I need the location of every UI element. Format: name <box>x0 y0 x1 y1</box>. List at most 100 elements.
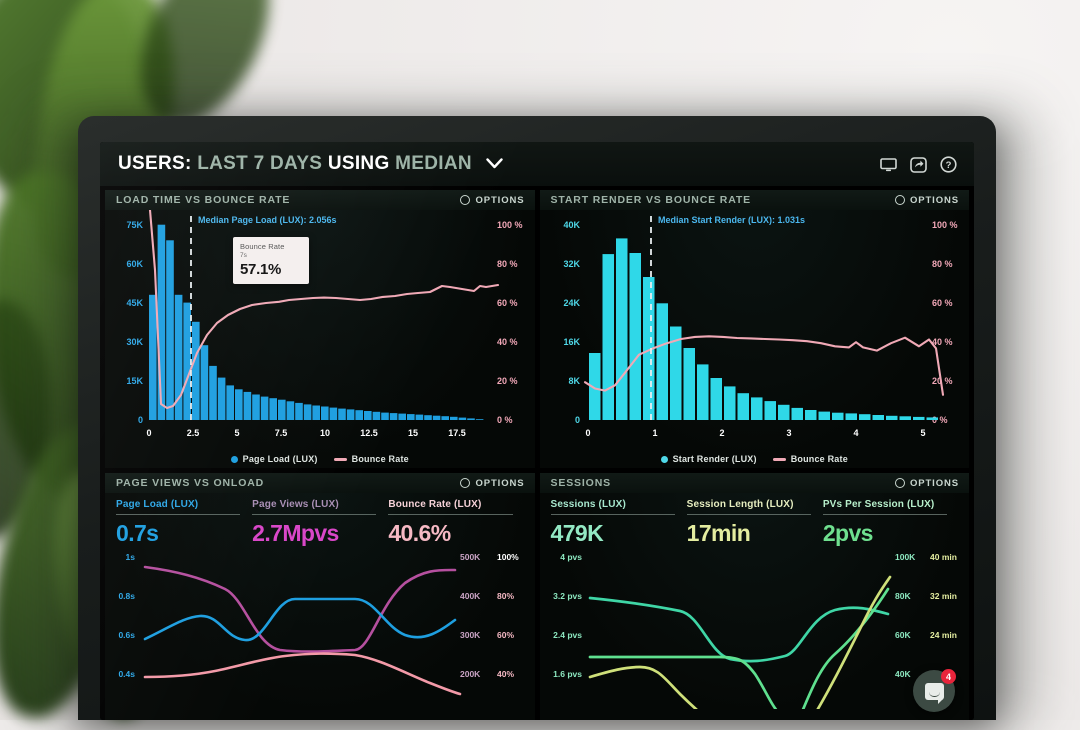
metric-rule <box>822 514 948 515</box>
metric-bounce-rate[interactable]: Bounce Rate (LUX) 40.6% <box>388 499 524 547</box>
y-axis-right-length: 40 min 32 min 24 min <box>930 552 957 640</box>
svg-text:5: 5 <box>234 428 239 438</box>
svg-text:1: 1 <box>652 428 657 438</box>
page-title-using: USING <box>327 153 390 174</box>
y-axis-left: 4 pvs 3.2 pvs 2.4 pvs 1.6 pvs <box>553 552 582 679</box>
svg-text:0 %: 0 % <box>932 415 948 425</box>
metric-page-views[interactable]: Page Views (LUX) 2.7Mpvs <box>252 499 388 547</box>
metric-value: 2pvs <box>822 520 874 546</box>
chat-badge: 4 <box>941 669 956 684</box>
y-axis-right-sessions: 100K 80K 60K 40K <box>895 552 916 679</box>
monitor-icon[interactable] <box>879 155 898 174</box>
line-sessions <box>588 596 889 663</box>
panel-title: PAGE VIEWS VS ONLOAD <box>116 477 265 489</box>
panel-grid: LOAD TIME VS BOUNCE RATE OPTIONS 75K 60K… <box>100 186 974 720</box>
chart-legend: Page Load (LUX) Bounce Rate <box>105 454 535 464</box>
chevron-down-icon[interactable] <box>486 158 504 169</box>
options-label: OPTIONS <box>475 194 525 206</box>
metric-value: 17min <box>686 520 751 546</box>
line-session-length <box>588 575 891 709</box>
y-axis-left: 40K 32K 24K 16K 8K 0 <box>563 220 580 425</box>
laptop-device: USERS: LAST 7 DAYS USING MEDIAN <box>78 116 996 720</box>
metric-session-length[interactable]: Session Length (LUX) 17min <box>686 499 823 547</box>
svg-text:15: 15 <box>408 428 418 438</box>
metric-rule <box>550 514 675 515</box>
metric-page-load[interactable]: Page Load (LUX) 0.7s <box>116 499 252 547</box>
svg-text:20 %: 20 % <box>497 376 518 386</box>
options-button[interactable]: OPTIONS <box>460 195 524 206</box>
svg-text:24K: 24K <box>563 298 580 308</box>
svg-text:60 %: 60 % <box>932 298 953 308</box>
svg-text:500K: 500K <box>460 552 481 562</box>
legend-item-bounce-rate[interactable]: Bounce Rate <box>333 454 409 464</box>
svg-text:5: 5 <box>920 428 925 438</box>
line-pvs-per-session <box>588 587 889 709</box>
svg-text:300K: 300K <box>460 630 481 640</box>
svg-text:40 min: 40 min <box>930 552 957 562</box>
svg-text:3.2 pvs: 3.2 pvs <box>553 591 582 601</box>
svg-text:20 %: 20 % <box>932 376 953 386</box>
svg-text:0.6s: 0.6s <box>118 630 135 640</box>
chart-page-views-onload: 1s 0.8s 0.6s 0.4s 500K 400K 300K 200K <box>105 549 535 720</box>
tooltip-title: Bounce Rate <box>240 242 285 251</box>
legend-line-icon <box>772 458 786 461</box>
svg-text:75K: 75K <box>126 220 143 230</box>
legend-item-page-load[interactable]: Page Load (LUX) <box>230 454 318 464</box>
legend-item-start-render[interactable]: Start Render (LUX) <box>660 454 757 464</box>
options-button[interactable]: OPTIONS <box>894 195 959 206</box>
gear-icon <box>460 478 471 488</box>
svg-text:80 %: 80 % <box>932 259 953 269</box>
line-bounce-rate <box>583 335 944 396</box>
metric-label: Session Length (LUX) <box>686 499 794 510</box>
svg-text:0: 0 <box>585 428 590 438</box>
legend-label: Bounce Rate <box>790 454 848 464</box>
help-icon[interactable]: ? <box>939 155 958 174</box>
page-title-prefix: USERS: <box>118 153 192 174</box>
svg-text:12.5: 12.5 <box>360 428 378 438</box>
tooltip-subtitle: 7s <box>240 252 247 259</box>
svg-text:40 %: 40 % <box>932 337 953 347</box>
chat-widget[interactable]: 4 <box>913 669 956 712</box>
panel-header: PAGE VIEWS VS ONLOAD OPTIONS <box>105 473 535 493</box>
svg-text:40K: 40K <box>563 220 580 230</box>
svg-text:80 %: 80 % <box>497 259 518 269</box>
svg-text:40%: 40% <box>497 669 514 679</box>
metric-pvs-per-session[interactable]: PVs Per Session (LUX) 2pvs <box>822 499 959 547</box>
chart-load-time: 75K 60K 45K 30K 15K 0 100 % 80 % 60 % <box>105 210 535 468</box>
line-page-views <box>143 565 457 653</box>
panel-title: START RENDER VS BOUNCE RATE <box>550 194 751 206</box>
chart-sessions: 4 pvs 3.2 pvs 2.4 pvs 1.6 pvs 100K 80K 6… <box>540 549 970 720</box>
metric-sessions[interactable]: Sessions (LUX) 479K <box>550 499 687 547</box>
svg-text:30K: 30K <box>126 337 143 347</box>
share-icon[interactable] <box>909 155 928 174</box>
svg-text:40 %: 40 % <box>497 337 518 347</box>
metric-value: 2.7Mpvs <box>252 520 339 546</box>
y-axis-left: 1s 0.8s 0.6s 0.4s <box>118 552 135 679</box>
panel-start-render: START RENDER VS BOUNCE RATE OPTIONS 40K … <box>539 190 969 468</box>
legend-item-bounce-rate[interactable]: Bounce Rate <box>772 454 848 464</box>
legend-line-icon <box>333 458 347 461</box>
metric-label: Bounce Rate (LUX) <box>388 499 482 510</box>
bars-page-load <box>149 224 484 420</box>
svg-text:24 min: 24 min <box>930 630 957 640</box>
metric-label: PVs Per Session (LUX) <box>822 499 935 510</box>
panel-header: LOAD TIME VS BOUNCE RATE OPTIONS <box>105 190 535 210</box>
metric-row: Page Load (LUX) 0.7s Page Views (LUX) 2.… <box>105 493 535 547</box>
svg-text:1.6 pvs: 1.6 pvs <box>553 669 582 679</box>
chart-svg: 1s 0.8s 0.6s 0.4s 500K 400K 300K 200K <box>118 552 519 696</box>
svg-text:0 %: 0 % <box>497 415 513 425</box>
options-button[interactable]: OPTIONS <box>460 478 524 489</box>
chart-svg: 4 pvs 3.2 pvs 2.4 pvs 1.6 pvs 100K 80K 6… <box>553 552 957 709</box>
svg-text:0: 0 <box>138 415 143 425</box>
legend-label: Start Render (LUX) <box>672 454 757 464</box>
laptop-screen: USERS: LAST 7 DAYS USING MEDIAN <box>100 142 974 720</box>
metric-rule <box>686 514 811 515</box>
y-axis-right-bounce: 100% 80% 60% 40% <box>497 552 519 679</box>
svg-text:10: 10 <box>320 428 330 438</box>
options-button[interactable]: OPTIONS <box>894 478 959 489</box>
svg-text:1s: 1s <box>126 552 136 562</box>
page-title[interactable]: USERS: LAST 7 DAYS USING MEDIAN <box>118 153 504 175</box>
metric-label: Page Views (LUX) <box>252 499 339 510</box>
median-label: Median Start Render (LUX): 1.031s <box>658 215 805 225</box>
panel-sessions: SESSIONS OPTIONS Sessions (LUX) 479K <box>539 473 970 720</box>
